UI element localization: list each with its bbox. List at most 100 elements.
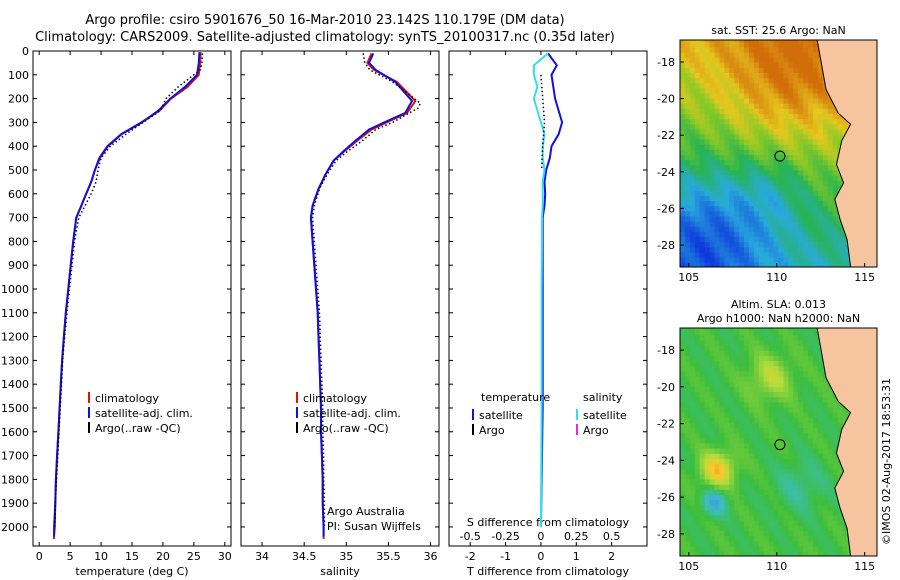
field-cell (739, 360, 745, 367)
land-mask (816, 40, 877, 267)
field-cell (783, 236, 790, 243)
field-cell (709, 154, 716, 161)
field-cell (768, 329, 775, 336)
field-cell (724, 381, 730, 387)
field-cell (842, 118, 849, 125)
field-cell (793, 190, 799, 196)
field-cell (729, 231, 735, 237)
field-cell (699, 478, 706, 485)
field-cell (808, 179, 814, 186)
y-tick-label: 1500 (1, 402, 29, 415)
field-cell (744, 375, 750, 382)
field-cell (724, 427, 730, 434)
field-cell (773, 370, 780, 377)
field-cell (798, 334, 804, 341)
x-tick-label: 34.5 (292, 550, 317, 563)
field-cell (803, 494, 809, 501)
field-cell (808, 406, 814, 413)
field-cell (709, 164, 716, 171)
field-cell (808, 401, 814, 408)
field-cell (753, 164, 760, 171)
field-cell (788, 128, 795, 135)
field-cell (734, 453, 740, 459)
field-cell (729, 463, 735, 470)
field-cell (684, 391, 691, 398)
field-cell (788, 231, 795, 237)
field-cell (749, 514, 755, 521)
field-cell (827, 473, 834, 480)
field-cell (714, 370, 721, 377)
field-cell (758, 442, 765, 449)
field-cell (699, 92, 706, 99)
field-cell (704, 525, 711, 531)
field-cell (744, 154, 750, 161)
field-cell (680, 241, 686, 248)
field-cell (793, 463, 799, 470)
field-cell (744, 128, 750, 135)
field-cell (758, 489, 765, 495)
field-cell (709, 210, 716, 217)
field-cell (753, 396, 760, 403)
legend-label: climatology (303, 392, 367, 405)
field-cell (822, 432, 829, 439)
field-cell (763, 463, 770, 470)
field-cell (749, 46, 755, 53)
field-cell (694, 256, 701, 263)
field-cell (798, 251, 804, 258)
field-cell (704, 118, 711, 125)
field-cell (680, 328, 686, 331)
field-cell (684, 149, 691, 155)
field-cell (694, 334, 701, 341)
y-tick-label: 200 (8, 93, 29, 106)
field-cell (684, 328, 691, 331)
field-cell (808, 174, 814, 181)
field-cell (817, 530, 824, 537)
land-mask (816, 328, 877, 556)
field-cell (763, 138, 770, 145)
field-cell (798, 391, 804, 398)
field-cell (813, 103, 819, 109)
field-cell (729, 489, 735, 495)
field-cell (763, 128, 770, 135)
field-cell (744, 432, 750, 439)
field-cell (763, 231, 770, 237)
field-cell (837, 179, 844, 186)
field-cell (704, 406, 711, 413)
field-cell (739, 103, 745, 109)
field-cell (763, 468, 770, 475)
field-cell (744, 447, 750, 454)
field-cell (822, 241, 829, 248)
field-cell (793, 365, 799, 372)
field-cell (827, 159, 834, 166)
field-cell (798, 256, 804, 263)
field-cell (837, 251, 844, 258)
field-cell (798, 514, 804, 521)
field-cell (793, 406, 799, 413)
field-cell (749, 422, 755, 428)
field-cell (734, 190, 740, 196)
field-cell (739, 355, 745, 362)
field-cell (714, 334, 721, 341)
field-cell (783, 375, 790, 382)
field-cell (768, 427, 775, 434)
y-tick-label: -20 (657, 381, 675, 394)
field-cell (803, 210, 809, 217)
field-cell (827, 545, 834, 552)
field-cell (773, 453, 780, 459)
field-cell (739, 62, 745, 68)
field-cell (724, 391, 730, 398)
field-cell (699, 535, 706, 542)
field-cell (719, 344, 726, 351)
field-cell (832, 149, 839, 155)
field-cell (822, 545, 829, 552)
field-cell (783, 185, 790, 191)
field-cell (709, 375, 716, 382)
field-cell (724, 334, 730, 341)
field-cell (694, 103, 701, 109)
field-cell (793, 422, 799, 428)
field-cell (680, 62, 686, 68)
field-cell (734, 138, 740, 145)
field-cell (788, 411, 795, 418)
field-cell (744, 530, 750, 537)
field-cell (689, 411, 696, 418)
